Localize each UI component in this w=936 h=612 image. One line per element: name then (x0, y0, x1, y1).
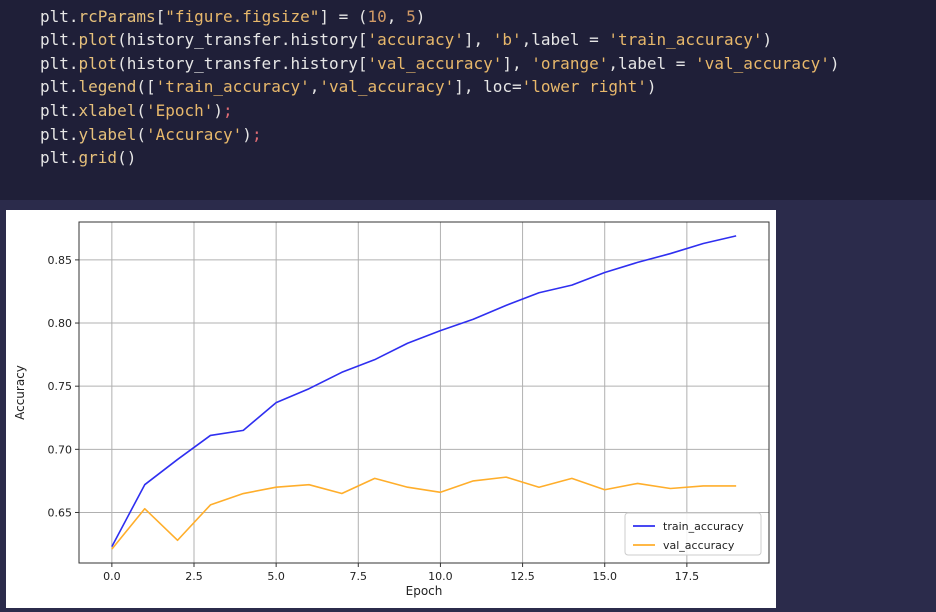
x-ticks: 0.0 2.5 5.0 7.5 10.0 12.5 15.0 17.5 (103, 563, 699, 583)
plot-frame (78, 221, 770, 564)
accuracy-chart: 0.0 2.5 5.0 7.5 10.0 12.5 15.0 17.5 0.65 0.70 0.7… (13, 221, 770, 598)
legend: train_accuracy val_accuracy (624, 512, 762, 556)
y-tick-label: 0.70 (48, 443, 73, 456)
code-line-6: plt.ylabel('Accuracy'); (40, 125, 262, 144)
code-line-7: plt.grid() (40, 148, 137, 167)
legend-entry: train_accuracy (663, 520, 744, 533)
x-tick-label: 10.0 (428, 570, 453, 583)
x-tick-label: 5.0 (267, 570, 285, 583)
legend-box (624, 512, 762, 556)
y-tick-label: 0.65 (48, 506, 73, 519)
x-tick-label: 17.5 (675, 570, 700, 583)
y-tick-label: 0.85 (48, 254, 73, 267)
legend-entry: val_accuracy (663, 539, 735, 552)
x-tick-label: 7.5 (350, 570, 368, 583)
code-line-2: plt.plot(history_transfer.history['accur… (40, 30, 773, 49)
code-cell[interactable]: plt.rcParams["figure.figsize"] = (10, 5)… (0, 0, 936, 200)
series-layer (111, 235, 737, 550)
x-tick-label: 12.5 (510, 570, 535, 583)
y-axis-label: Accuracy (13, 365, 27, 420)
chart-figure: 0.0 2.5 5.0 7.5 10.0 12.5 15.0 17.5 0.65 0.70 0.7… (6, 210, 776, 608)
grid-layer (79, 222, 769, 563)
code-line-3: plt.plot(history_transfer.history['val_a… (40, 54, 840, 73)
y-tick-label: 0.75 (48, 380, 73, 393)
code-line-5: plt.xlabel('Epoch'); (40, 101, 233, 120)
code-line-1: plt.rcParams["figure.figsize"] = (10, 5) (40, 7, 426, 26)
y-tick-label: 0.80 (48, 317, 73, 330)
series-line-train_accuracy (111, 235, 737, 547)
x-tick-label: 0.0 (103, 570, 121, 583)
code-line-4: plt.legend(['train_accuracy','val_accura… (40, 77, 657, 96)
x-axis-label: Epoch (406, 584, 443, 598)
x-tick-label: 2.5 (185, 570, 203, 583)
x-tick-label: 15.0 (592, 570, 617, 583)
series-line-val_accuracy (111, 476, 737, 550)
y-ticks: 0.65 0.70 0.75 0.80 0.85 (48, 254, 79, 519)
